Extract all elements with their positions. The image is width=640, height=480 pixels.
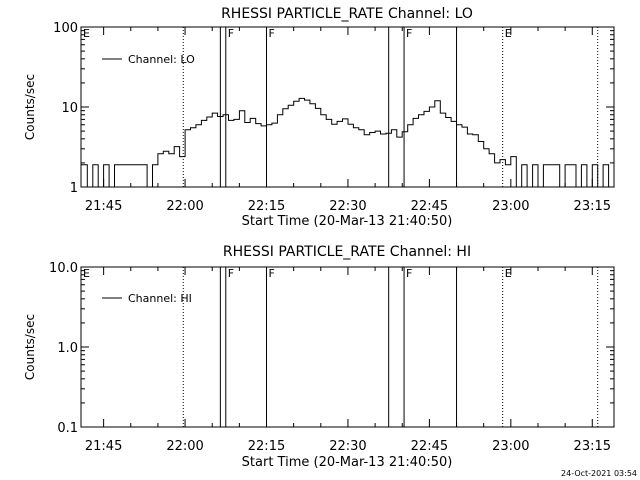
- lo-y-tick-label-2: 100: [53, 21, 78, 36]
- footer-timestamp: 24-Oct-2021 03:54: [561, 469, 637, 478]
- lo-event-label-7: E: [505, 27, 512, 40]
- hi-x-tick-label-2: 22:15: [248, 439, 285, 454]
- lo-plot-frame: [80, 26, 615, 188]
- lo-x-tick-label-5: 23:00: [492, 199, 529, 214]
- hi-y-ticks: 0.1 1.0 10.0: [49, 261, 614, 436]
- hi-plot-frame: [80, 266, 615, 428]
- lo-y-tick-label-1: 10: [61, 101, 78, 116]
- hi-x-tick-label-6: 23:15: [574, 439, 611, 454]
- lo-series-line-0: [81, 97, 615, 188]
- hi-x-axis-label: Start Time (20-Mar-13 21:40:50): [242, 455, 453, 470]
- hi-x-tick-label-5: 23:00: [492, 439, 529, 454]
- lo-event-label-1: F: [228, 27, 234, 40]
- hi-event-label-4: F: [406, 267, 412, 280]
- hi-x-tick-label-3: 22:30: [329, 439, 366, 454]
- hi-corner-label: E: [83, 267, 90, 280]
- lo-channel-panel: RHESSI PARTICLE_RATE Channel: LO Counts/…: [23, 6, 615, 229]
- hi-x-tick-label-0: 21:45: [85, 439, 122, 454]
- hi-y-axis-label: Counts/sec: [23, 314, 37, 380]
- hi-y-tick-label-0: 0.1: [57, 421, 78, 436]
- hi-event-label-2: F: [269, 267, 275, 280]
- lo-y-axis-label: Counts/sec: [23, 74, 37, 140]
- lo-x-tick-label-4: 22:45: [411, 199, 448, 214]
- lo-y-tick-label-0: 1: [70, 181, 78, 196]
- lo-chart-title: RHESSI PARTICLE_RATE Channel: LO: [221, 6, 473, 22]
- hi-x-tick-label-1: 22:00: [166, 439, 203, 454]
- lo-x-tick-label-2: 22:15: [248, 199, 285, 214]
- lo-x-tick-label-0: 21:45: [85, 199, 122, 214]
- lo-event-label-4: F: [406, 27, 412, 40]
- lo-corner-label: E: [83, 27, 90, 40]
- lo-event-label-2: F: [269, 27, 275, 40]
- hi-chart-title: RHESSI PARTICLE_RATE Channel: HI: [223, 244, 471, 260]
- lo-x-tick-label-1: 22:00: [166, 199, 203, 214]
- hi-x-tick-label-4: 22:45: [411, 439, 448, 454]
- lo-legend: Channel: LO: [102, 53, 195, 66]
- lo-x-tick-label-3: 22:30: [329, 199, 366, 214]
- lo-legend-label: Channel: LO: [128, 53, 195, 66]
- hi-channel-panel: RHESSI PARTICLE_RATE Channel: HI Counts/…: [23, 244, 615, 470]
- hi-y-tick-label-1: 1.0: [57, 341, 78, 356]
- lo-y-ticks: 1 10 100: [53, 21, 614, 196]
- hi-event-label-7: E: [505, 267, 512, 280]
- hi-event-label-1: F: [228, 267, 234, 280]
- lo-x-ticks: 21:45 22:00 22:15 22:30 22:45 23:00 23:15: [85, 27, 611, 214]
- lo-x-tick-label-6: 23:15: [574, 199, 611, 214]
- hi-y-tick-label-2: 10.0: [49, 261, 78, 276]
- lo-data-series: [81, 97, 615, 188]
- hi-legend: Channel: HI: [102, 292, 192, 305]
- hi-legend-label: Channel: HI: [128, 292, 192, 305]
- lo-x-axis-label: Start Time (20-Mar-13 21:40:50): [242, 214, 453, 229]
